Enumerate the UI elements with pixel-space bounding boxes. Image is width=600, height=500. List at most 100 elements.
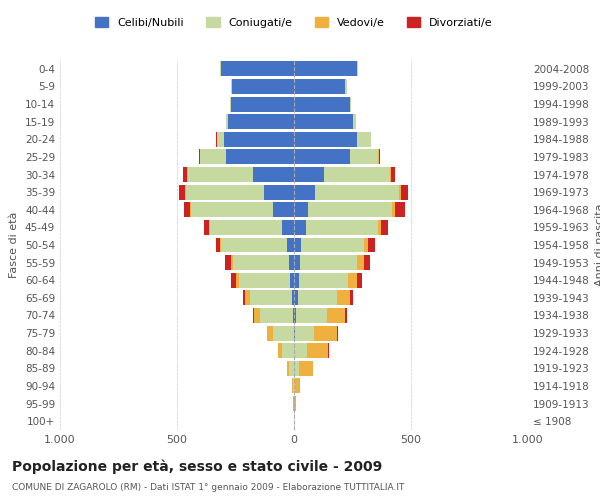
Bar xyxy=(307,343,328,358)
Bar xyxy=(231,255,233,270)
Bar xyxy=(357,62,358,76)
Bar xyxy=(295,396,296,411)
Bar xyxy=(187,184,263,200)
Bar xyxy=(283,343,294,358)
Bar xyxy=(239,273,290,287)
Bar xyxy=(292,290,294,306)
Bar xyxy=(226,114,229,129)
Bar xyxy=(346,79,347,94)
Bar xyxy=(294,220,306,235)
Bar xyxy=(294,167,325,182)
Bar xyxy=(378,150,379,164)
Bar xyxy=(294,273,299,287)
Bar xyxy=(294,79,346,94)
Bar xyxy=(337,326,338,340)
Bar xyxy=(253,167,294,182)
Bar xyxy=(378,220,380,235)
Bar xyxy=(346,308,347,323)
Bar xyxy=(254,308,260,323)
Bar xyxy=(294,202,308,218)
Bar xyxy=(215,238,220,252)
Bar xyxy=(350,96,352,112)
Bar xyxy=(298,290,337,306)
Y-axis label: Anni di nascita: Anni di nascita xyxy=(595,204,600,286)
Bar xyxy=(294,326,295,340)
Legend: Celibi/Nubili, Coniugati/e, Vedovi/e, Divorziati/e: Celibi/Nubili, Coniugati/e, Vedovi/e, Di… xyxy=(95,18,493,28)
Bar xyxy=(293,308,294,323)
Bar xyxy=(179,184,185,200)
Bar xyxy=(290,273,294,287)
Bar xyxy=(233,255,289,270)
Bar xyxy=(217,132,224,147)
Bar xyxy=(190,202,191,218)
Bar xyxy=(187,167,188,182)
Bar xyxy=(299,273,348,287)
Bar xyxy=(357,273,362,287)
Bar xyxy=(191,202,273,218)
Bar xyxy=(188,167,253,182)
Bar xyxy=(294,378,295,394)
Bar xyxy=(294,343,307,358)
Bar xyxy=(395,202,405,218)
Bar xyxy=(226,150,294,164)
Bar xyxy=(294,184,315,200)
Bar xyxy=(225,255,231,270)
Bar xyxy=(293,378,294,394)
Bar xyxy=(296,308,327,323)
Bar xyxy=(294,62,357,76)
Bar xyxy=(350,150,378,164)
Bar xyxy=(295,378,300,394)
Bar xyxy=(221,62,294,76)
Bar xyxy=(300,255,357,270)
Bar xyxy=(294,132,357,147)
Y-axis label: Fasce di età: Fasce di età xyxy=(10,212,19,278)
Bar xyxy=(229,114,294,129)
Bar xyxy=(350,290,353,306)
Bar xyxy=(184,202,190,218)
Bar xyxy=(232,79,294,94)
Bar xyxy=(301,238,364,252)
Bar xyxy=(220,62,221,76)
Bar xyxy=(289,255,294,270)
Bar xyxy=(294,114,353,129)
Bar xyxy=(200,150,226,164)
Bar xyxy=(400,184,401,200)
Bar xyxy=(273,326,294,340)
Bar xyxy=(287,238,294,252)
Bar xyxy=(357,255,364,270)
Bar xyxy=(357,132,371,147)
Bar xyxy=(250,290,292,306)
Bar xyxy=(295,326,314,340)
Text: COMUNE DI ZAGAROLO (RM) - Dati ISTAT 1° gennaio 2009 - Elaborazione TUTTITALIA.I: COMUNE DI ZAGAROLO (RM) - Dati ISTAT 1° … xyxy=(12,482,404,492)
Bar xyxy=(231,96,294,112)
Bar xyxy=(294,150,350,164)
Bar xyxy=(306,220,378,235)
Bar xyxy=(245,290,250,306)
Bar xyxy=(391,167,395,182)
Text: Popolazione per età, sesso e stato civile - 2009: Popolazione per età, sesso e stato civil… xyxy=(12,460,382,474)
Bar xyxy=(364,238,368,252)
Bar xyxy=(289,361,294,376)
Bar xyxy=(337,290,350,306)
Bar xyxy=(235,273,239,287)
Bar xyxy=(204,220,209,235)
Bar xyxy=(263,184,294,200)
Bar xyxy=(209,220,210,235)
Bar xyxy=(364,255,370,270)
Bar xyxy=(314,326,337,340)
Bar xyxy=(294,255,300,270)
Bar xyxy=(287,361,289,376)
Bar xyxy=(308,202,392,218)
Bar xyxy=(185,184,187,200)
Bar xyxy=(294,290,298,306)
Bar xyxy=(380,220,388,235)
Bar xyxy=(220,238,221,252)
Bar xyxy=(267,326,273,340)
Bar xyxy=(353,114,356,129)
Bar xyxy=(299,361,313,376)
Bar xyxy=(392,202,395,218)
Bar xyxy=(294,96,350,112)
Bar xyxy=(315,184,400,200)
Bar xyxy=(390,167,391,182)
Bar xyxy=(348,273,357,287)
